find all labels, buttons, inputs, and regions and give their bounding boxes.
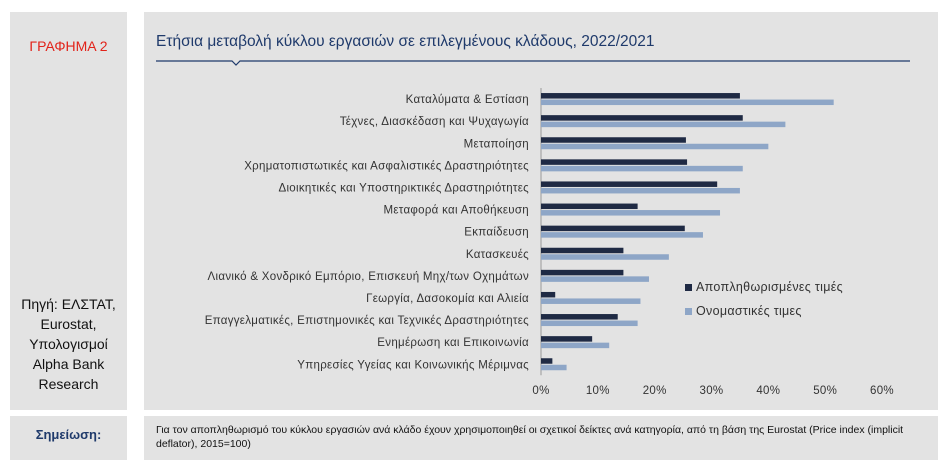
x-tick-label: 50% (813, 385, 837, 397)
bar-nominal (541, 143, 769, 150)
bar-nominal (541, 121, 786, 128)
category-label: Εκπαίδευση (464, 227, 529, 239)
chart-title: Ετήσια μεταβολή κύκλου εργασιών σε επιλε… (156, 33, 655, 50)
bar-nominal (541, 99, 834, 106)
category-label: Κατασκευές (466, 249, 529, 261)
category-label: Μεταποίηση (464, 138, 529, 150)
x-tick-label: 0% (532, 385, 549, 397)
category-label: Λιανικό & Χονδρικό Εμπόριο, Επισκευή Μηχ… (208, 271, 529, 283)
legend-swatch (685, 308, 692, 315)
category-label: Μεταφορά και Αποθήκευση (383, 205, 529, 217)
legend-swatch (685, 284, 692, 291)
bar-real (541, 225, 685, 232)
bar-nominal (541, 187, 740, 194)
bar-real (541, 115, 743, 121)
legend-label: Αποπληθωρισμένες τιμές (696, 280, 843, 294)
bar-real (541, 93, 740, 99)
chart-panel: Ετήσια μεταβολή κύκλου εργασιών σε επιλε… (144, 12, 938, 410)
note-text: Για τον αποπληθωρισμό του κύκλου εργασιώ… (156, 424, 904, 450)
bar-nominal (541, 210, 721, 216)
bar-chart: Καταλύματα & Εστίαση Τέχνες, Διασκέδαση κ… (156, 60, 910, 397)
source-text: Πηγή: ΕΛΣΤΑΤ, Eurostat, Υπολογισμοί Alph… (21, 296, 116, 392)
category-label: Ενημέρωση και Επικοινωνία (377, 337, 529, 349)
bar-nominal (541, 276, 649, 282)
category-label: Υπηρεσίες Υγείας και Κοινωνικής Μέριμνας (297, 359, 529, 371)
note-title: Σημείωση: (35, 427, 102, 442)
title-underline (156, 60, 910, 66)
bar-real (541, 314, 618, 320)
x-tick-label: 20% (643, 385, 667, 397)
category-label: Επαγγελματικές, Επιστημονικές και Τεχνικ… (205, 315, 529, 327)
bar-real (541, 203, 638, 210)
category-label: Χρηματοπιστωτικές και Ασφαλιστικές Δραστ… (244, 160, 529, 172)
category-label: Γεωργία, Δασοκομία και Αλιεία (366, 293, 529, 305)
bar-nominal (541, 254, 669, 260)
bar-nominal (541, 364, 567, 371)
note-text-panel: Για τον αποπληθωρισμό του κύκλου εργασιώ… (144, 416, 938, 460)
bar-nominal (541, 342, 610, 349)
bar-real (541, 137, 686, 143)
bar-nominal (541, 320, 638, 327)
bar-nominal (541, 165, 743, 172)
bar-real (541, 159, 688, 165)
x-tick-label: 40% (756, 385, 780, 397)
bar-nominal (541, 232, 703, 238)
bar-real (541, 247, 624, 254)
x-tick-label: 60% (870, 385, 894, 397)
bar-nominal (541, 298, 641, 304)
category-label: Διοικητικές και Υποστηρικτικές Δραστηριό… (278, 182, 529, 194)
bar-real (541, 181, 718, 187)
bar-real (541, 269, 624, 276)
figure-number: ΓΡΑΦΗΜΑ 2 (29, 38, 108, 54)
side-panel: ΓΡΑΦΗΜΑ 2 Πηγή: ΕΛΣΤΑΤ, Eurostat, Υπολογ… (10, 12, 127, 410)
bar-real (541, 291, 556, 298)
bar-real (541, 358, 553, 364)
bar-real (541, 336, 593, 342)
legend-label: Ονομαστικές τιμες (696, 304, 802, 318)
category-label: Καταλύματα & Εστίαση (406, 94, 529, 106)
note-label-panel: Σημείωση: (10, 416, 127, 460)
x-tick-label: 10% (586, 385, 610, 397)
category-label: Τέχνες, Διασκέδαση και Ψυχαγωγία (340, 116, 529, 128)
x-tick-label: 30% (700, 385, 724, 397)
